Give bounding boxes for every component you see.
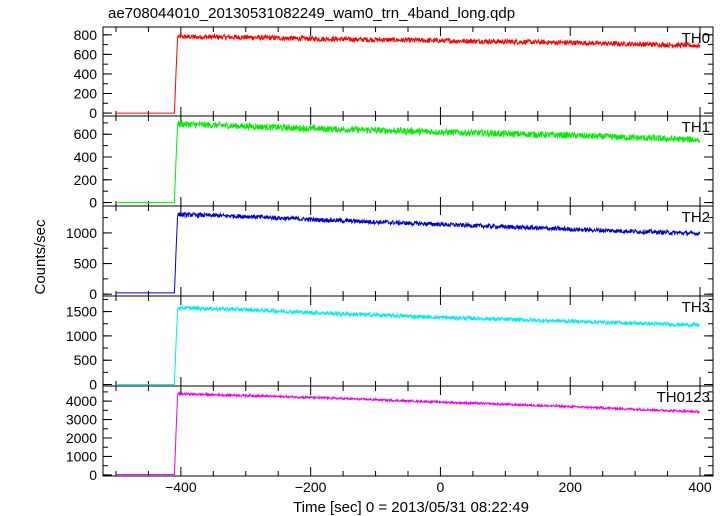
y-tick-label: 1500	[66, 304, 97, 320]
panels-group: 0 200 400 600 800 TH0 0 200 400 600 TH1 0 500 1000 TH2…	[66, 26, 714, 483]
y-tick-label: 2000	[66, 430, 97, 446]
x-axis: −400 −200 0 200 400	[165, 479, 712, 495]
panel-th1: 0 200 400 600 TH1	[74, 115, 714, 211]
y-tick-label: 1000	[66, 328, 97, 344]
series-line-th1	[116, 119, 701, 204]
y-tick-label: 0	[89, 467, 97, 483]
y-tick-label: 0	[89, 195, 97, 211]
panel-frame	[102, 385, 714, 477]
y-tick-label: 500	[74, 352, 98, 368]
y-tick-label: 400	[74, 149, 98, 165]
panel-th0123: 0 1000 2000 3000 4000 TH0123	[66, 385, 714, 483]
y-tick-label: 1000	[66, 448, 97, 464]
y-tick-label: 3000	[66, 412, 97, 428]
x-tick-label: −200	[295, 479, 327, 495]
x-tick-label: −400	[165, 479, 197, 495]
y-tick-label: 0	[89, 105, 97, 121]
y-tick-label: 600	[74, 126, 98, 142]
y-tick-label: 500	[74, 256, 98, 272]
panel-th3: 0 500 1000 1500 TH3	[66, 295, 714, 393]
x-tick-label: 200	[559, 479, 583, 495]
series-label: TH0123	[657, 389, 710, 406]
series-label: TH3	[682, 299, 710, 316]
panel-th0: 0 200 400 600 800 TH0	[74, 26, 714, 121]
series-line-th2	[116, 211, 701, 294]
y-tick-label: 600	[74, 46, 98, 62]
series-label: TH1	[682, 119, 710, 136]
y-tick-label: 0	[89, 286, 97, 302]
y-tick-label: 800	[74, 27, 98, 43]
series-line-th3	[116, 304, 701, 385]
series-label: TH2	[682, 209, 710, 226]
y-axis-label: Counts/sec	[32, 219, 49, 295]
x-axis-label: Time [sec] 0 = 2013/05/31 08:22:49	[293, 499, 529, 516]
series-label: TH0	[682, 30, 710, 47]
panel-th2: 0 500 1000 TH2	[66, 205, 714, 302]
series-line-th0123	[116, 390, 701, 475]
y-tick-label: 400	[74, 66, 98, 82]
series-line-th0	[116, 32, 701, 114]
panel-frame	[102, 205, 714, 297]
y-tick-label: 200	[74, 172, 98, 188]
y-tick-label: 200	[74, 86, 98, 102]
chart-title: ae708044010_20130531082249_wam0_trn_4ban…	[108, 5, 515, 22]
x-tick-label: 400	[688, 479, 712, 495]
x-tick-label: 0	[437, 479, 445, 495]
y-tick-label: 1000	[66, 225, 97, 241]
y-tick-label: 4000	[66, 393, 97, 409]
y-tick-label: 0	[89, 377, 97, 393]
